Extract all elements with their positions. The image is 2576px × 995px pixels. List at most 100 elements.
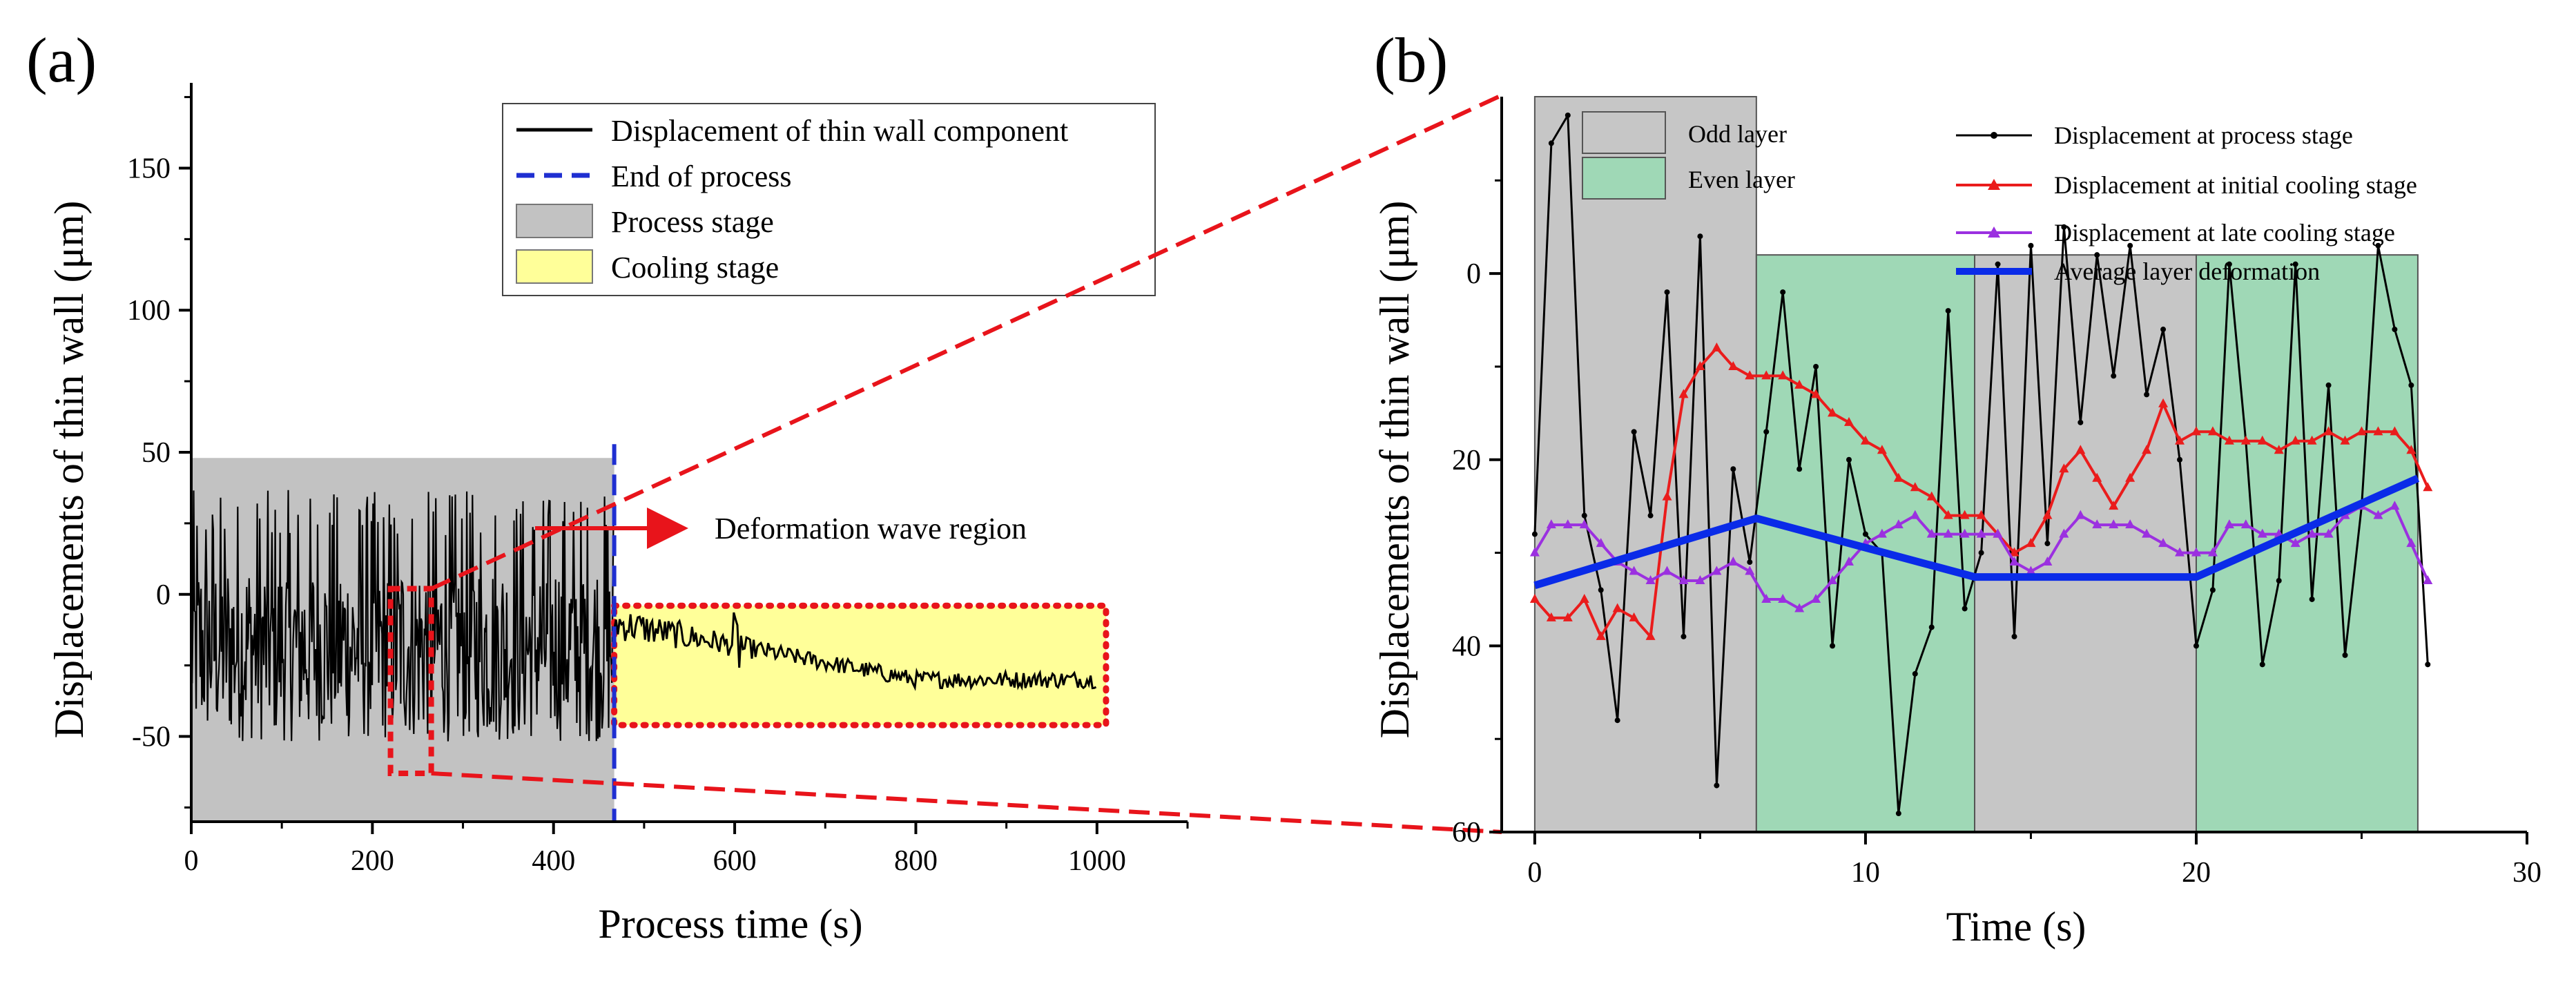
b-initial-cooling-series-point	[2026, 538, 2036, 548]
b-late-cooling-series-point	[1893, 519, 1904, 529]
b-x-axis-label: Time (s)	[1946, 904, 2086, 949]
b-late-cooling-series-point	[1959, 528, 1970, 538]
b-late-cooling-series-point	[1794, 603, 1805, 612]
b-process-series-point	[2259, 661, 2265, 668]
b-process-series-point	[2193, 643, 2199, 649]
b-initial-cooling-series-point	[2042, 510, 2053, 519]
b-legend-late: Displacement at late cooling stage	[2054, 219, 2395, 247]
b-x-ticks: 0 10 20 30	[1527, 832, 2541, 889]
a-legend-swatch-cooling	[516, 249, 593, 284]
b-process-series-point	[1813, 363, 1819, 369]
b-process-series-point	[2408, 382, 2414, 388]
b-initial-cooling-series-point	[2158, 398, 2169, 407]
b-late-cooling-series-point	[1579, 519, 1589, 529]
b-y-tick-label: 0	[1466, 258, 1481, 290]
b-process-series-point	[1995, 261, 2001, 267]
a-legend-swatch-process	[516, 204, 593, 238]
b-initial-cooling-series-point	[1645, 630, 1656, 640]
a-y-ticks: -50 0 50 100 150	[127, 96, 191, 809]
a-y-axis-label: Displacements of thin wall (μm)	[46, 201, 92, 739]
b-late-cooling-series-point	[2207, 547, 2218, 557]
b-initial-cooling-series-point	[1596, 630, 1606, 640]
b-initial-cooling-series-point	[1843, 416, 1854, 426]
b-process-series-point	[2127, 242, 2133, 249]
b-process-series-point	[2309, 596, 2315, 602]
b-late-cooling-series-point	[2042, 557, 2053, 566]
b-late-cooling-series-point	[2109, 519, 2119, 529]
b-y-axis-label: Displacements of thin wall (μm)	[1372, 201, 1417, 739]
a-y-tick-label: -50	[132, 722, 171, 753]
b-late-cooling-series-point	[1728, 557, 1739, 566]
zoom-region-box	[387, 586, 434, 777]
b-late-cooling-series-point	[2240, 519, 2251, 529]
panel-label-b: (b)	[1374, 25, 1448, 95]
b-initial-cooling-series-point	[1745, 370, 1755, 380]
b-initial-cooling-series-point	[1662, 491, 1672, 501]
b-process-series-point	[1531, 531, 1538, 537]
b-late-cooling-series-point	[2092, 519, 2102, 529]
b-late-cooling-series-point	[2059, 528, 2069, 538]
b-band-odd-2	[1974, 254, 2197, 833]
b-y-tick-label: 20	[1452, 445, 1481, 476]
b-x-tick-label: 20	[2182, 857, 2211, 889]
b-legend-process: Displacement at process stage	[2054, 122, 2353, 149]
a-legend-cooling: Cooling stage	[611, 251, 779, 284]
zoom-connector-top	[430, 93, 1503, 591]
b-process-series-point	[1697, 233, 1703, 240]
b-process-series-point	[2209, 587, 2216, 593]
b-late-cooling-series-point	[2125, 519, 2136, 529]
b-late-cooling-series-point	[2224, 519, 2234, 529]
b-process-series-point	[2392, 327, 2398, 333]
b-initial-cooling-series-point	[2207, 426, 2218, 436]
b-process-series-point	[2094, 252, 2100, 258]
b-late-cooling-series-point	[1529, 547, 1540, 557]
b-initial-cooling-series-point	[2290, 435, 2301, 445]
b-initial-cooling-series-point	[2125, 472, 2136, 482]
b-process-series-point	[1862, 531, 1868, 537]
b-late-cooling-series-point	[1761, 593, 1772, 603]
b-process-series-point	[1681, 633, 1687, 639]
b-late-cooling-series-point	[1745, 566, 1755, 575]
b-series-legend: Displacement at process stage Displaceme…	[1956, 122, 2417, 285]
b-x-tick-label: 0	[1527, 857, 1542, 889]
b-initial-cooling-series-point	[2373, 426, 2383, 436]
b-process-series-point	[2044, 541, 2051, 547]
b-initial-cooling-series-point	[2092, 472, 2102, 482]
b-late-cooling-series-point	[2406, 538, 2417, 548]
b-process-series-point	[1730, 466, 1736, 472]
b-band-legend: Odd layer Even layer	[1582, 111, 1795, 200]
b-initial-cooling-series-point	[2423, 482, 2433, 492]
b-late-cooling-series-point	[1662, 566, 1672, 575]
zoom-connector-bottom	[431, 771, 1502, 834]
b-initial-cooling-series-point	[1712, 342, 1722, 351]
b-process-series-point	[1763, 429, 1770, 435]
b-process-series-point	[1912, 670, 1918, 677]
b-late-cooling-series-point	[1678, 575, 1689, 585]
b-process-series-point	[1895, 811, 1901, 817]
b-process-series-point	[2028, 242, 2034, 249]
a-y-tick-label: 50	[142, 437, 171, 469]
b-band-even-3	[2195, 254, 2419, 833]
b-process-series-point	[2375, 242, 2381, 249]
b-process-series-point	[2325, 382, 2332, 388]
b-late-cooling-series-point	[1926, 528, 1937, 538]
b-process-series-point	[1631, 429, 1637, 435]
b-initial-cooling-series-point	[1629, 612, 1639, 621]
b-initial-cooling-series-point	[1811, 389, 1821, 398]
b-process-series-point	[2276, 578, 2282, 584]
b-initial-cooling-series-point	[1678, 389, 1689, 398]
b-late-cooling-series-point	[2373, 510, 2383, 519]
b-late-cooling-series-point	[1778, 593, 1788, 603]
b-process-series-point	[1581, 512, 1587, 519]
b-initial-cooling-series-point	[1976, 510, 1986, 519]
b-process-series-point	[1978, 550, 1984, 556]
b-initial-cooling-series-point	[2224, 435, 2234, 445]
b-process-series-point	[1780, 289, 1786, 296]
b-initial-cooling-series-point	[2406, 445, 2417, 454]
b-late-cooling-series-point	[1645, 575, 1656, 585]
a-x-tick-label: 800	[894, 845, 938, 877]
b-late-cooling-series-point	[1695, 575, 1705, 585]
b-initial-cooling-series-point	[2075, 445, 2086, 454]
b-process-series-point	[1714, 782, 1720, 789]
